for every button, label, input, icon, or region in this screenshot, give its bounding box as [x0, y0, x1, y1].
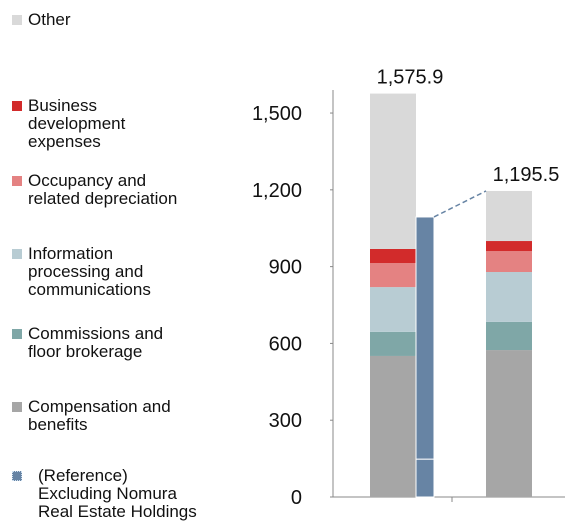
bar-segment	[486, 241, 532, 252]
y-tick-label: 600	[269, 333, 302, 355]
legend-item: Compensation and benefits	[12, 398, 171, 434]
reference-bar	[415, 458, 435, 498]
y-tick-label: 1,500	[252, 103, 302, 125]
legend-item: Commissions and floor brokerage	[12, 325, 163, 361]
legend-swatch	[12, 101, 22, 111]
bar-segment	[370, 287, 416, 332]
legend-swatch	[12, 176, 22, 186]
legend-label: Compensation and benefits	[28, 397, 171, 434]
bar-segment	[370, 331, 416, 356]
legend-label: Other	[28, 10, 71, 29]
total-label: 1,575.9	[377, 67, 444, 89]
reference-connector	[433, 190, 487, 218]
legend-swatch	[12, 15, 22, 25]
legend-label: Commissions and floor brokerage	[28, 324, 164, 361]
legend-swatch	[12, 329, 22, 339]
y-tick-label: 1,200	[252, 180, 302, 202]
bar-segment	[486, 190, 532, 242]
legend-label: Information processing and communication…	[28, 244, 151, 299]
legend-swatch	[12, 249, 22, 259]
legend-item: Business development expenses	[12, 97, 125, 151]
legend-item: Information processing and communication…	[12, 245, 151, 299]
bar-segment	[486, 321, 532, 351]
legend-label: Occupancy and related depreciation	[28, 171, 178, 208]
bar-segment	[370, 263, 416, 288]
bar-segment	[370, 93, 416, 249]
bar-segment	[486, 271, 532, 322]
bar-segment	[370, 355, 416, 497]
y-tick-label: 900	[269, 257, 302, 279]
bar-segment	[486, 251, 532, 272]
total-label: 1,195.5	[493, 164, 560, 186]
legend-item: Occupancy and related depreciation	[12, 172, 177, 208]
legend-swatch	[12, 471, 22, 481]
legend-label: (Reference) Excluding Nomura Real Estate…	[38, 466, 197, 521]
legend-item: (Reference) Excluding Nomura Real Estate…	[12, 467, 197, 521]
bar-segment	[370, 248, 416, 264]
y-tick-label: 0	[291, 487, 302, 509]
legend-item: Other	[12, 11, 71, 29]
reference-bar	[415, 216, 435, 460]
y-tick-label: 300	[269, 410, 302, 432]
bar-segment	[486, 350, 532, 497]
legend-label: Business development expenses	[28, 96, 126, 151]
legend-swatch	[12, 402, 22, 412]
